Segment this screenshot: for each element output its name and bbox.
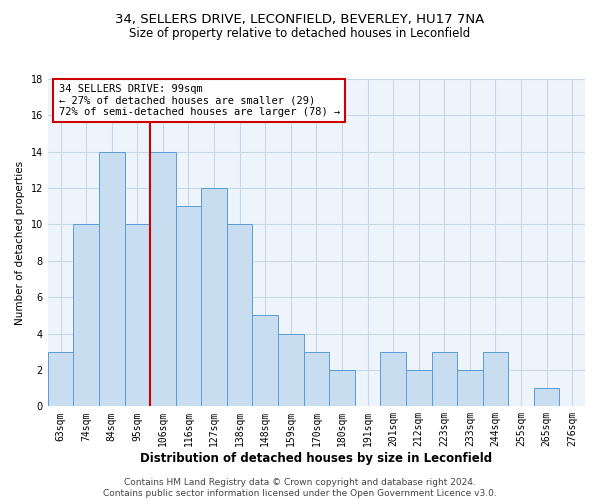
Bar: [482, 352, 508, 406]
Bar: [150, 152, 176, 406]
Bar: [99, 152, 125, 406]
Text: Contains HM Land Registry data © Crown copyright and database right 2024.
Contai: Contains HM Land Registry data © Crown c…: [103, 478, 497, 498]
Bar: [431, 352, 457, 406]
Bar: [534, 388, 559, 406]
Bar: [253, 316, 278, 406]
Bar: [73, 224, 99, 406]
Bar: [457, 370, 482, 406]
Bar: [304, 352, 329, 406]
Text: 34, SELLERS DRIVE, LECONFIELD, BEVERLEY, HU17 7NA: 34, SELLERS DRIVE, LECONFIELD, BEVERLEY,…: [115, 12, 485, 26]
Bar: [329, 370, 355, 406]
Bar: [201, 188, 227, 406]
Text: Size of property relative to detached houses in Leconfield: Size of property relative to detached ho…: [130, 28, 470, 40]
Bar: [125, 224, 150, 406]
Text: 34 SELLERS DRIVE: 99sqm
← 27% of detached houses are smaller (29)
72% of semi-de: 34 SELLERS DRIVE: 99sqm ← 27% of detache…: [59, 84, 340, 117]
Bar: [48, 352, 73, 406]
Bar: [227, 224, 253, 406]
Bar: [406, 370, 431, 406]
Bar: [278, 334, 304, 406]
Y-axis label: Number of detached properties: Number of detached properties: [15, 160, 25, 324]
Bar: [380, 352, 406, 406]
X-axis label: Distribution of detached houses by size in Leconfield: Distribution of detached houses by size …: [140, 452, 493, 465]
Bar: [176, 206, 201, 406]
